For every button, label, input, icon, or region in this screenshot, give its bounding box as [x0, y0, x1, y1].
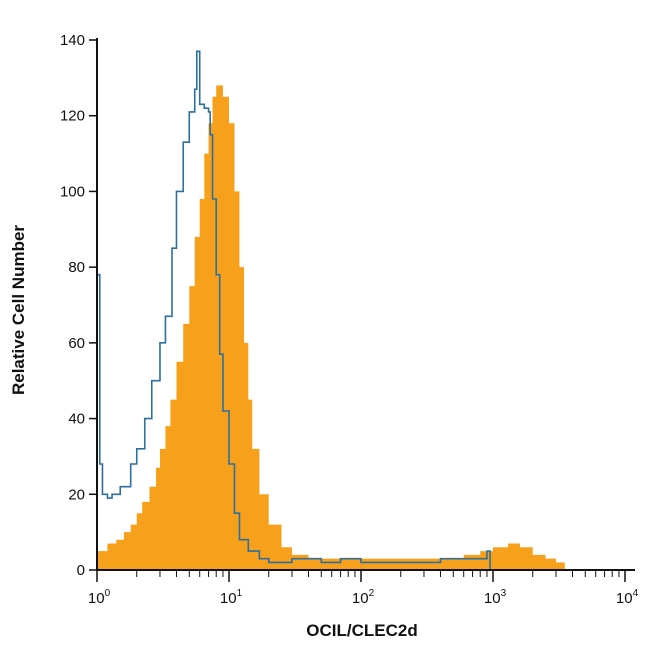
- y-tick-label: 40: [68, 411, 85, 428]
- y-tick-label: 20: [68, 486, 85, 503]
- y-tick-label: 60: [68, 335, 85, 352]
- histogram-filled-series: [97, 85, 565, 570]
- x-tick-label: 104: [616, 588, 639, 607]
- y-tick-label: 100: [60, 183, 85, 200]
- y-tick-label: 120: [60, 108, 85, 125]
- y-tick-label: 0: [77, 562, 85, 579]
- axis-layer: 0 20 40 60 80 100 120 140 100 101 102 103 104: [60, 32, 639, 607]
- x-tick-label: 101: [220, 588, 243, 607]
- x-tick-label: 102: [352, 588, 375, 607]
- y-tick-label: 140: [60, 32, 85, 49]
- x-tick-label: 103: [484, 588, 507, 607]
- y-tick-label: 80: [68, 259, 85, 276]
- histogram-outline-series: [96, 50, 491, 570]
- y-axis-title: Relative Cell Number: [9, 225, 28, 395]
- x-axis-title: OCIL/CLEC2d: [306, 621, 417, 640]
- series-layer: [96, 50, 565, 570]
- x-tick-label: 100: [88, 588, 111, 607]
